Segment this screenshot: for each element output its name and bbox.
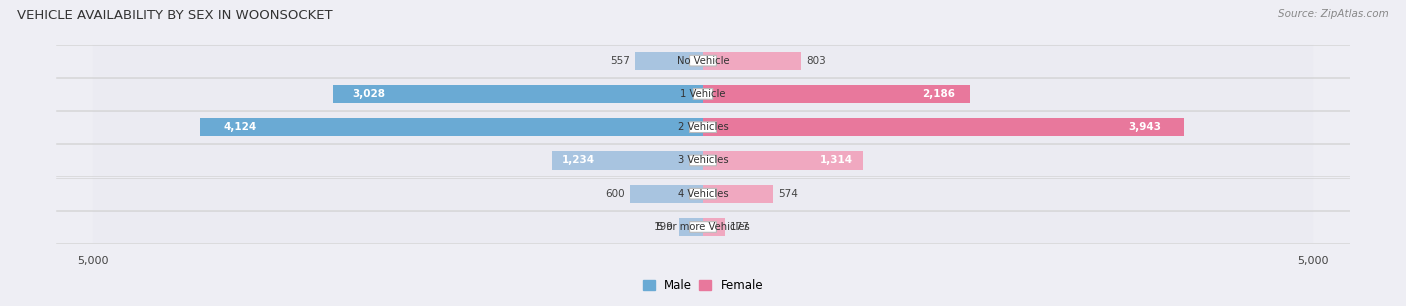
Legend: Male, Female: Male, Female [643, 279, 763, 292]
Text: 1,234: 1,234 [562, 155, 595, 166]
FancyBboxPatch shape [689, 122, 717, 132]
Text: 177: 177 [730, 222, 749, 232]
Text: VEHICLE AVAILABILITY BY SEX IN WOONSOCKET: VEHICLE AVAILABILITY BY SEX IN WOONSOCKE… [17, 9, 332, 22]
Text: 2,186: 2,186 [922, 89, 956, 99]
Bar [703, 185, 773, 203]
Text: 1 Vehicle: 1 Vehicle [681, 89, 725, 99]
Text: 557: 557 [610, 56, 630, 66]
FancyBboxPatch shape [689, 55, 717, 66]
FancyBboxPatch shape [689, 155, 717, 166]
Bar [703, 218, 724, 236]
Bar [703, 85, 970, 103]
Text: 3 Vehicles: 3 Vehicles [678, 155, 728, 166]
Bar [703, 51, 801, 70]
Text: 803: 803 [806, 56, 825, 66]
Text: No Vehicle: No Vehicle [676, 56, 730, 66]
Bar [553, 151, 703, 170]
Text: 199: 199 [654, 222, 673, 232]
Text: 5 or more Vehicles: 5 or more Vehicles [657, 222, 749, 232]
FancyBboxPatch shape [689, 222, 717, 232]
Text: 600: 600 [605, 189, 624, 199]
Bar [630, 185, 703, 203]
Text: 3,943: 3,943 [1128, 122, 1161, 132]
FancyBboxPatch shape [93, 78, 1313, 110]
Bar [703, 118, 1184, 136]
Text: 574: 574 [778, 189, 797, 199]
FancyBboxPatch shape [689, 188, 717, 199]
Bar [636, 51, 703, 70]
Bar [333, 85, 703, 103]
FancyBboxPatch shape [93, 111, 1313, 143]
FancyBboxPatch shape [93, 144, 1313, 177]
Bar [703, 151, 863, 170]
Text: 3,028: 3,028 [352, 89, 385, 99]
FancyBboxPatch shape [93, 211, 1313, 243]
FancyBboxPatch shape [93, 45, 1313, 76]
Text: 2 Vehicles: 2 Vehicles [678, 122, 728, 132]
Text: Source: ZipAtlas.com: Source: ZipAtlas.com [1278, 9, 1389, 19]
Text: 1,314: 1,314 [820, 155, 853, 166]
Bar [200, 118, 703, 136]
Bar [679, 218, 703, 236]
Text: 4,124: 4,124 [224, 122, 257, 132]
FancyBboxPatch shape [93, 178, 1313, 210]
Text: 4 Vehicles: 4 Vehicles [678, 189, 728, 199]
FancyBboxPatch shape [693, 89, 713, 99]
